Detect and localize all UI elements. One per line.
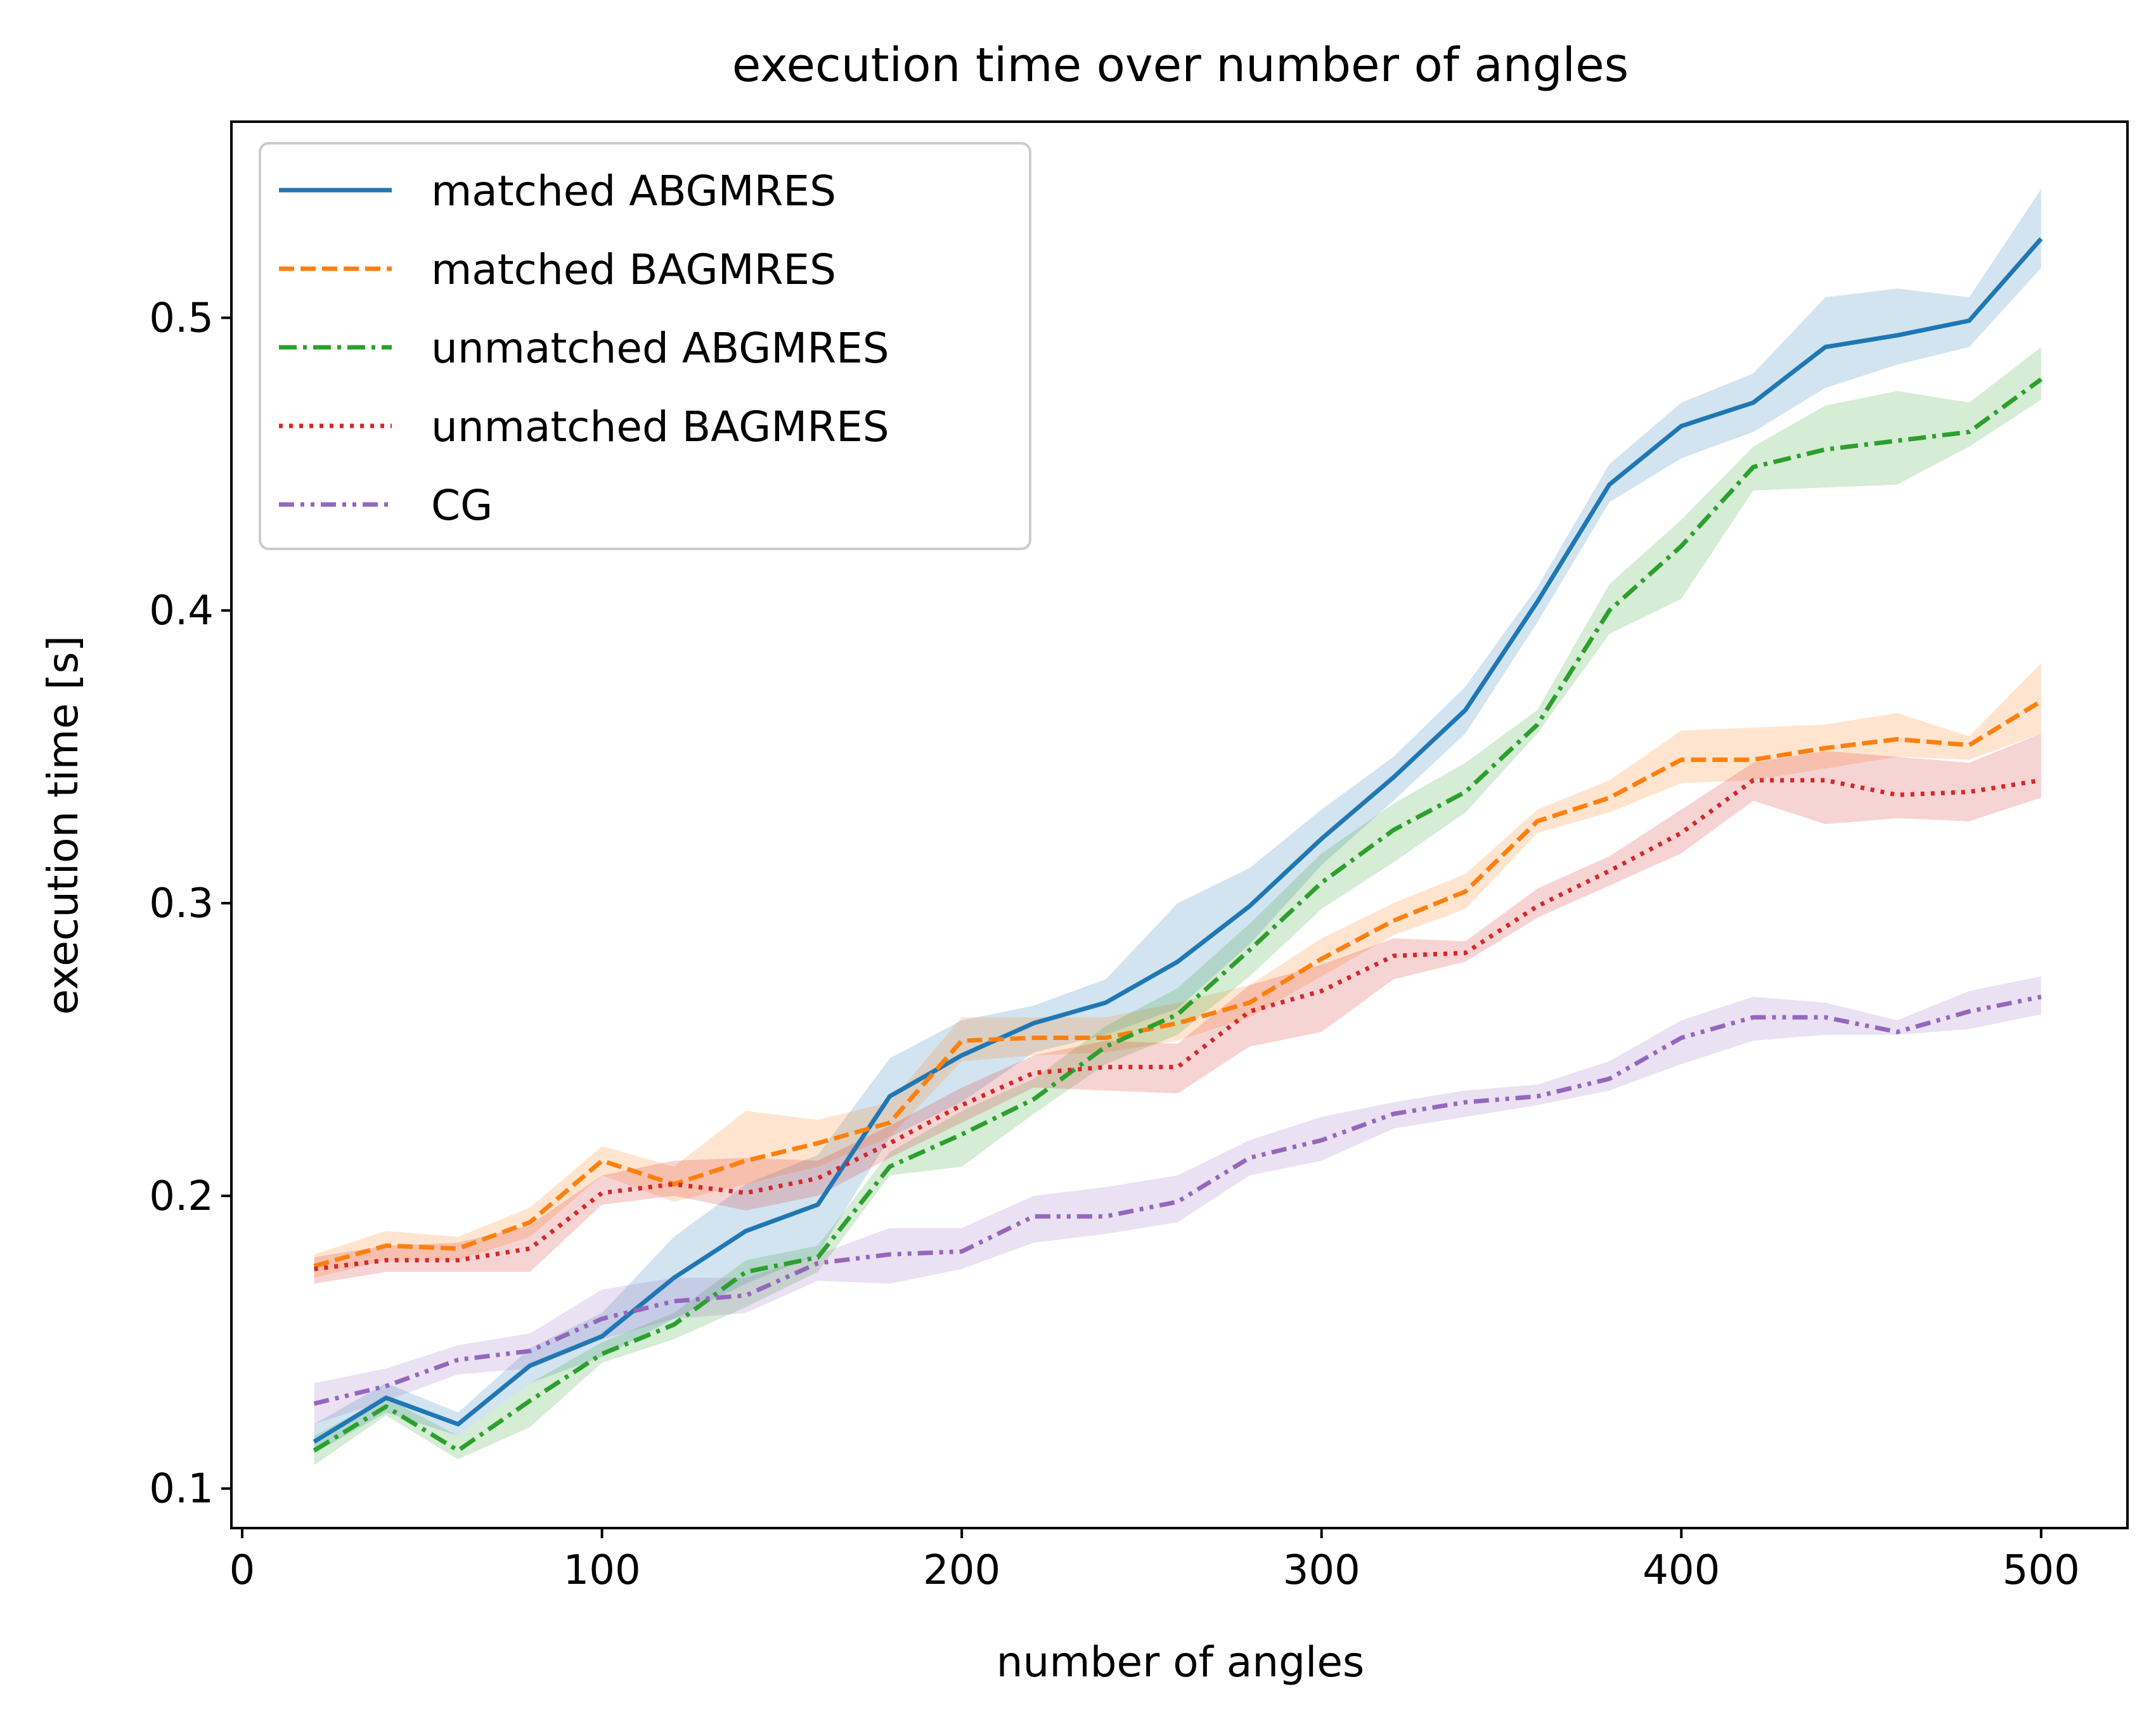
legend-label-unmatched-abgmres: unmatched ABGMRES: [431, 324, 889, 373]
y-axis-label: execution time [s]: [39, 636, 87, 1015]
series-line-matched-abgmres: [313, 237, 2043, 1444]
series-line-unmatched-abgmres: [313, 377, 2043, 1453]
series-line-cg: [313, 994, 2042, 1406]
legend-box: [259, 142, 1031, 550]
x-tick-label: 500: [2003, 1547, 2080, 1594]
x-tick-label: 200: [923, 1547, 1000, 1594]
band-unmatched-abgmres: [314, 347, 2041, 1465]
x-tick-label: 100: [564, 1547, 641, 1594]
band-matched-bagmres: [314, 663, 2041, 1278]
legend-label-cg: CG: [431, 481, 493, 530]
y-tick-label: 0.2: [149, 1173, 214, 1220]
legend-label-unmatched-bagmres: unmatched BAGMRES: [431, 402, 889, 451]
y-tick-label: 0.1: [149, 1466, 214, 1513]
legend-label-matched-abgmres: matched ABGMRES: [431, 167, 836, 215]
y-tick-label: 0.4: [149, 588, 214, 634]
band-unmatched-bagmres: [314, 733, 2041, 1284]
band-matched-abgmres: [314, 189, 2041, 1454]
x-tick-label: 400: [1643, 1547, 1720, 1594]
legend-label-matched-bagmres: matched BAGMRES: [431, 245, 836, 294]
x-axis: 0 100 200 300 400 500: [229, 1528, 2080, 1594]
legend: matched ABGMRES matched BAGMRES unmatched …: [259, 142, 1031, 550]
lines-layer: [313, 237, 2043, 1453]
band-cg: [314, 976, 2041, 1425]
x-tick-label: 300: [1283, 1547, 1360, 1594]
y-tick-label: 0.5: [149, 295, 214, 342]
y-tick-label: 0.3: [149, 880, 214, 927]
y-axis: 0.1 0.2 0.3 0.4 0.5: [149, 295, 231, 1513]
x-axis-label: number of angles: [997, 1638, 1365, 1687]
plot-frame: [230, 120, 2129, 1529]
bands-layer: [314, 189, 2041, 1465]
series-line-unmatched-bagmres: [314, 778, 2042, 1271]
chart-title: execution time over number of angles: [732, 38, 1629, 93]
x-tick-label: 0: [229, 1547, 255, 1594]
